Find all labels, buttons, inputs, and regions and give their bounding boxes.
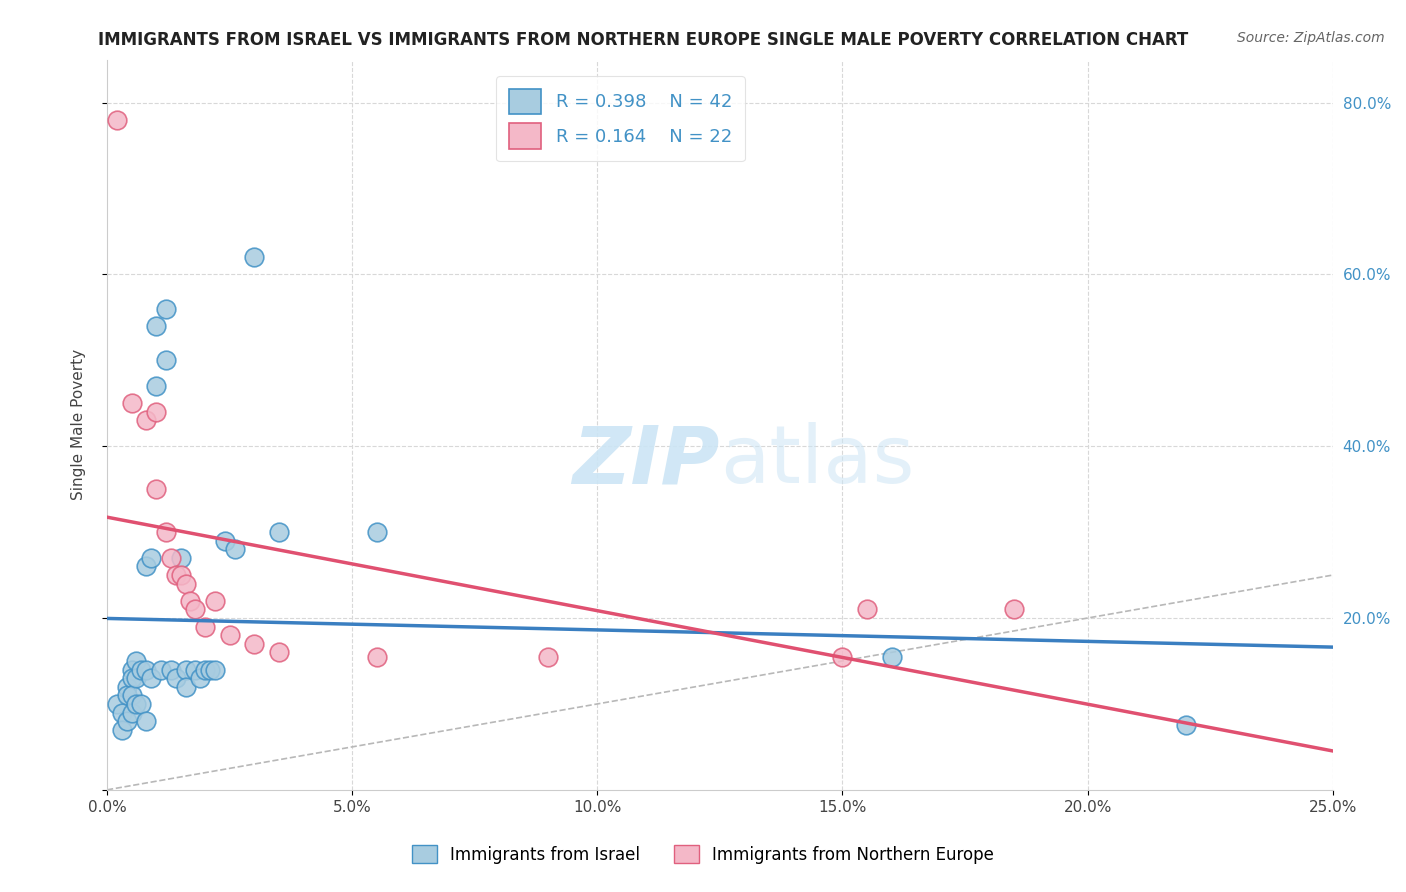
Point — [155, 301, 177, 316]
Point — [856, 602, 879, 616]
Point — [121, 663, 143, 677]
Point — [880, 649, 903, 664]
Legend: Immigrants from Israel, Immigrants from Northern Europe: Immigrants from Israel, Immigrants from … — [405, 838, 1001, 871]
Point — [165, 671, 187, 685]
Point — [267, 645, 290, 659]
Point — [159, 663, 181, 677]
Point — [159, 550, 181, 565]
Point — [174, 576, 197, 591]
Point — [155, 353, 177, 368]
Point — [198, 663, 221, 677]
Point — [194, 663, 217, 677]
Point — [115, 680, 138, 694]
Point — [145, 405, 167, 419]
Point — [145, 318, 167, 333]
Legend: R = 0.398    N = 42, R = 0.164    N = 22: R = 0.398 N = 42, R = 0.164 N = 22 — [496, 76, 745, 161]
Point — [111, 723, 134, 737]
Point — [267, 525, 290, 540]
Point — [105, 697, 128, 711]
Point — [135, 559, 157, 574]
Point — [204, 594, 226, 608]
Point — [121, 671, 143, 685]
Point — [1174, 718, 1197, 732]
Point — [165, 568, 187, 582]
Point — [169, 568, 191, 582]
Point — [537, 649, 560, 664]
Point — [224, 542, 246, 557]
Point — [243, 250, 266, 264]
Point — [1002, 602, 1025, 616]
Point — [184, 663, 207, 677]
Point — [218, 628, 240, 642]
Point — [135, 413, 157, 427]
Point — [243, 637, 266, 651]
Point — [155, 525, 177, 540]
Point — [174, 680, 197, 694]
Point — [115, 689, 138, 703]
Text: atlas: atlas — [720, 422, 914, 500]
Point — [125, 671, 148, 685]
Point — [105, 112, 128, 127]
Point — [121, 689, 143, 703]
Point — [141, 550, 163, 565]
Point — [366, 649, 388, 664]
Point — [214, 533, 236, 548]
Point — [366, 525, 388, 540]
Point — [174, 663, 197, 677]
Point — [204, 663, 226, 677]
Text: ZIP: ZIP — [572, 422, 720, 500]
Point — [145, 482, 167, 496]
Point — [194, 619, 217, 633]
Text: Source: ZipAtlas.com: Source: ZipAtlas.com — [1237, 31, 1385, 45]
Point — [131, 697, 153, 711]
Point — [131, 663, 153, 677]
Point — [179, 594, 201, 608]
Point — [141, 671, 163, 685]
Point — [111, 706, 134, 720]
Point — [125, 654, 148, 668]
Point — [184, 602, 207, 616]
Point — [831, 649, 853, 664]
Point — [115, 714, 138, 728]
Point — [188, 671, 211, 685]
Point — [121, 396, 143, 410]
Point — [145, 379, 167, 393]
Point — [125, 697, 148, 711]
Point — [121, 706, 143, 720]
Point — [135, 663, 157, 677]
Y-axis label: Single Male Poverty: Single Male Poverty — [72, 349, 86, 500]
Point — [150, 663, 173, 677]
Point — [135, 714, 157, 728]
Text: IMMIGRANTS FROM ISRAEL VS IMMIGRANTS FROM NORTHERN EUROPE SINGLE MALE POVERTY CO: IMMIGRANTS FROM ISRAEL VS IMMIGRANTS FRO… — [98, 31, 1188, 49]
Point — [169, 550, 191, 565]
